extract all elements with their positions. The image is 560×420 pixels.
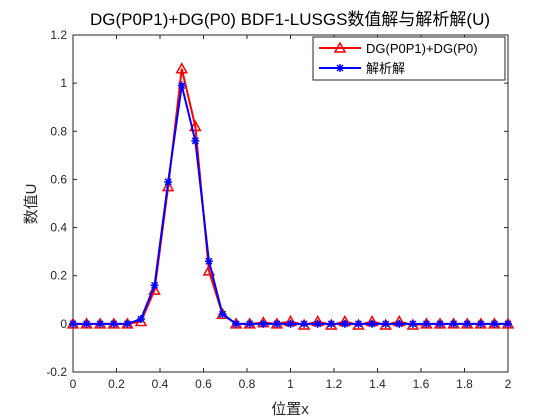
y-tick-label: 0.8	[50, 124, 67, 138]
y-tick-label: 1	[60, 76, 67, 90]
x-tick-label: 0.8	[239, 377, 256, 391]
legend-box	[312, 36, 506, 81]
data-point-asterisk	[313, 319, 322, 328]
chart-title: DG(P0P1)+DG(P0) BDF1-LUSGS数值解与解析解(U)	[90, 10, 490, 29]
data-point-triangle	[189, 119, 202, 132]
axis-ticks: 0 0.2 0.4 0.6 0.8 1 1.2 1.4 1.6 1.8 2-0.200.20.40.…	[46, 28, 511, 391]
x-tick-label: 2	[505, 377, 512, 391]
data-point-asterisk	[272, 319, 281, 328]
data-point-asterisk	[191, 136, 200, 145]
data-point-asterisk	[286, 319, 295, 328]
data-point-asterisk	[109, 319, 118, 328]
data-point-asterisk	[476, 319, 485, 328]
x-tick-label: 0	[70, 377, 77, 391]
x-tick-label: 1	[287, 377, 294, 391]
series-layer	[66, 62, 515, 330]
legend-label: DG(P0P1)+DG(P0)	[366, 41, 478, 56]
data-point-asterisk	[368, 319, 377, 328]
x-tick-label: 0.2	[108, 377, 125, 391]
x-tick-label: 1.6	[413, 377, 430, 391]
data-point-asterisk	[177, 81, 186, 90]
y-axis-label: 数值U	[23, 184, 40, 225]
data-point-asterisk	[232, 319, 241, 328]
data-point-asterisk	[123, 319, 132, 328]
data-point-asterisk	[449, 319, 458, 328]
data-point-asterisk	[395, 319, 404, 328]
x-tick-label: 0.6	[195, 377, 212, 391]
x-axis-label: 位置x	[271, 401, 309, 418]
data-point-asterisk	[82, 319, 91, 328]
data-point-asterisk	[245, 319, 254, 328]
y-tick-label: -0.2	[46, 365, 67, 379]
data-point-asterisk	[69, 319, 77, 328]
x-tick-label: 1.8	[456, 377, 473, 391]
data-point-asterisk	[259, 319, 268, 328]
x-tick-label: 1.2	[326, 377, 343, 391]
data-point-asterisk	[164, 177, 173, 186]
legend-marker-asterisk	[336, 64, 344, 72]
data-point-asterisk	[436, 319, 445, 328]
data-point-asterisk	[354, 319, 363, 328]
data-point-asterisk	[204, 257, 213, 266]
data-point-triangle	[161, 180, 175, 192]
legend-marker-triangle	[333, 41, 347, 53]
data-point-triangle	[175, 62, 189, 74]
legend: DG(P0P1)+DG(P0) 解析解	[312, 36, 506, 81]
data-point-asterisk	[327, 319, 336, 328]
data-point-asterisk	[300, 319, 309, 328]
data-point-asterisk	[490, 319, 499, 328]
x-tick-label: 0.4	[152, 377, 169, 391]
data-point-asterisk	[504, 319, 512, 328]
data-point-asterisk	[150, 281, 159, 290]
data-point-asterisk	[422, 319, 431, 328]
data-point-asterisk	[96, 319, 105, 328]
y-tick-label: 0.4	[50, 221, 67, 235]
data-point-asterisk	[136, 315, 145, 324]
data-point-asterisk	[340, 319, 349, 328]
data-point-asterisk	[463, 319, 472, 328]
legend-label: 解析解	[366, 61, 405, 76]
data-point-asterisk	[381, 319, 390, 328]
x-tick-label: 1.4	[369, 377, 386, 391]
y-tick-label: 0.2	[50, 269, 67, 283]
y-tick-label: 0.6	[50, 172, 67, 186]
y-tick-label: 1.2	[50, 28, 67, 42]
data-point-asterisk	[218, 310, 227, 319]
data-point-asterisk	[408, 319, 417, 328]
y-tick-label: 0	[60, 317, 67, 331]
